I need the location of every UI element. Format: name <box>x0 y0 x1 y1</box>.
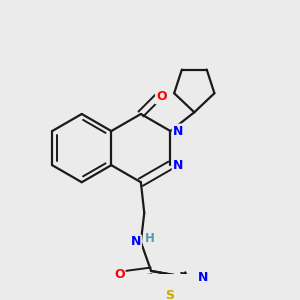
Text: N: N <box>173 159 183 172</box>
Text: S: S <box>165 289 174 300</box>
Text: N: N <box>173 124 183 138</box>
Text: N: N <box>130 236 141 248</box>
Text: N: N <box>198 271 208 284</box>
Text: O: O <box>114 268 125 281</box>
Text: H: H <box>145 232 154 245</box>
Text: O: O <box>156 90 166 104</box>
